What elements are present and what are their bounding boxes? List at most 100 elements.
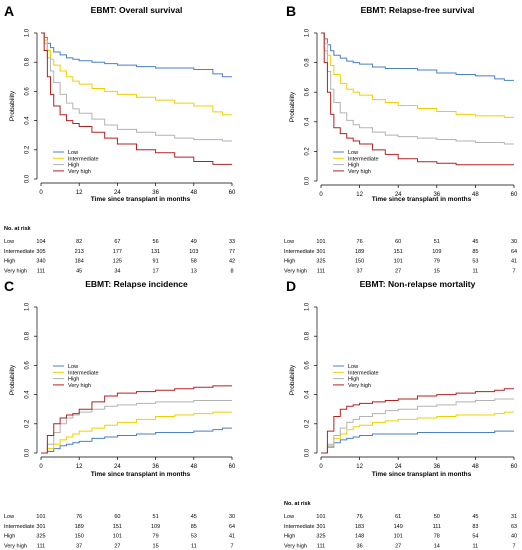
risk-table-group-label: High [4, 534, 15, 540]
risk-table-cell: 64 [229, 524, 235, 530]
x-tick-label: 48 [190, 190, 197, 196]
series-line-high [41, 399, 232, 454]
legend-label: Very high [348, 383, 371, 389]
risk-table-cell: 149 [394, 524, 403, 530]
risk-table-cell: 189 [75, 524, 84, 530]
risk-table-cell: 131 [151, 249, 160, 255]
risk-table-cell: 79 [434, 259, 440, 265]
risk-table-cell: 7 [512, 268, 515, 274]
risk-table-cell: 111 [433, 524, 441, 530]
risk-table-cell: 325 [316, 534, 325, 540]
risk-table-cell: 37 [76, 543, 82, 549]
x-tick-label: 24 [114, 190, 121, 196]
x-tick-label: 36 [433, 464, 440, 470]
risk-table-cell: 67 [114, 239, 120, 245]
risk-table-group-label: Very high [284, 268, 307, 274]
x-tick-label: 0 [319, 192, 323, 198]
risk-table-cell: 79 [153, 534, 159, 540]
risk-table-cell: 76 [76, 514, 82, 520]
risk-table-group-label: High [284, 259, 295, 265]
panel-title: EBMT: Relapse-free survival [361, 5, 475, 15]
risk-table-cell: 33 [229, 239, 235, 245]
risk-table-cell: 60 [114, 514, 120, 520]
risk-table-cell: 150 [75, 534, 84, 540]
risk-table-cell: 83 [472, 524, 478, 530]
x-tick-label: 24 [395, 464, 402, 470]
x-tick-label: 36 [152, 464, 159, 470]
risk-table-cell: 45 [191, 514, 197, 520]
y-tick-label: 0.8 [25, 331, 31, 340]
risk-table-cell: 85 [191, 524, 197, 530]
risk-table-cell: 7 [230, 543, 233, 549]
risk-table-group-label: Very high [284, 543, 307, 549]
y-tick-label: 0.2 [25, 419, 31, 428]
risk-table-cell: 150 [355, 259, 364, 265]
y-tick-label: 1.0 [25, 302, 31, 311]
risk-table-cell: 63 [511, 524, 517, 530]
panel-title: EBMT: Relapse incidence [85, 279, 188, 289]
y-tick-label: 0.2 [25, 145, 31, 154]
risk-table-cell: 151 [113, 524, 122, 530]
panel-b: B EBMT: Relapse-free survival 0.0 0.2 0.4 0.6… [284, 3, 518, 274]
risk-table-cell: 177 [113, 249, 122, 255]
x-axis-label: Time since transplant in months [91, 196, 191, 203]
y-tick-label: 0.6 [25, 87, 31, 96]
risk-table-cell: 40 [511, 534, 517, 540]
y-tick-label: 0.4 [25, 390, 31, 399]
risk-table-cell: 61 [395, 514, 401, 520]
y-tick-label: 0.8 [305, 58, 311, 67]
y-tick-label: 0.6 [25, 361, 31, 370]
panel-c: C EBMT: Relapse incidence 0.0 0.2 0.4 0.6 0.8 1… [4, 278, 236, 549]
series-line-very-high [41, 385, 232, 454]
risk-table-cell: 60 [395, 239, 401, 245]
series-line-intermediate [41, 32, 232, 116]
panel-letter: A [4, 3, 14, 19]
risk-table-group-label: Intermediate [284, 524, 315, 530]
series-line-low [41, 32, 232, 78]
y-tick-label: 1.0 [25, 28, 31, 37]
panel-title: EBMT: Overall survival [91, 5, 183, 15]
x-tick-label: 0 [39, 190, 43, 196]
risk-table-cell: 27 [395, 543, 401, 549]
risk-table-cell: 50 [434, 514, 440, 520]
x-tick-label: 12 [356, 464, 363, 470]
y-tick-label: 1.0 [305, 302, 311, 311]
risk-table-cell: 45 [472, 514, 478, 520]
risk-table-header: No. at risk [284, 501, 312, 507]
x-tick-label: 12 [356, 192, 363, 198]
x-tick-label: 0 [39, 464, 43, 470]
legend-label: High [68, 163, 79, 169]
risk-table-cell: 301 [316, 249, 325, 255]
risk-table-cell: 213 [75, 249, 84, 255]
legend-label: Very high [68, 383, 91, 389]
x-axis-label: Time since transplant in months [372, 196, 472, 203]
legend-label: High [68, 377, 79, 383]
risk-table-cell: 109 [432, 249, 441, 255]
risk-table-cell: 85 [472, 249, 478, 255]
x-tick-label: 0 [319, 464, 323, 470]
x-tick-label: 36 [433, 192, 440, 198]
risk-table-cell: 78 [434, 534, 440, 540]
y-axis-label: Probability [289, 91, 296, 122]
risk-table-cell: 77 [229, 249, 235, 255]
risk-table-cell: 301 [316, 524, 325, 530]
x-tick-label: 48 [472, 192, 479, 198]
risk-table-cell: 51 [153, 514, 159, 520]
series-line-low [41, 427, 232, 454]
legend-label: High [348, 377, 359, 383]
x-tick-label: 60 [229, 190, 236, 196]
y-tick-label: 0.8 [305, 331, 311, 340]
legend-label: Intermediate [68, 156, 99, 162]
risk-table-cell: 101 [394, 534, 403, 540]
series-line-intermediate [321, 411, 514, 454]
risk-table-cell: 53 [472, 259, 478, 265]
risk-table-group-label: High [284, 534, 295, 540]
legend-label: Very high [68, 169, 91, 175]
y-tick-label: 0.4 [25, 116, 31, 125]
series-line-low [321, 32, 514, 81]
risk-table-cell: 101 [394, 259, 403, 265]
risk-table-cell: 27 [114, 543, 120, 549]
legend-label: Very high [348, 169, 371, 175]
risk-table-cell: 101 [316, 514, 325, 520]
risk-table-group-label: Low [284, 514, 294, 520]
